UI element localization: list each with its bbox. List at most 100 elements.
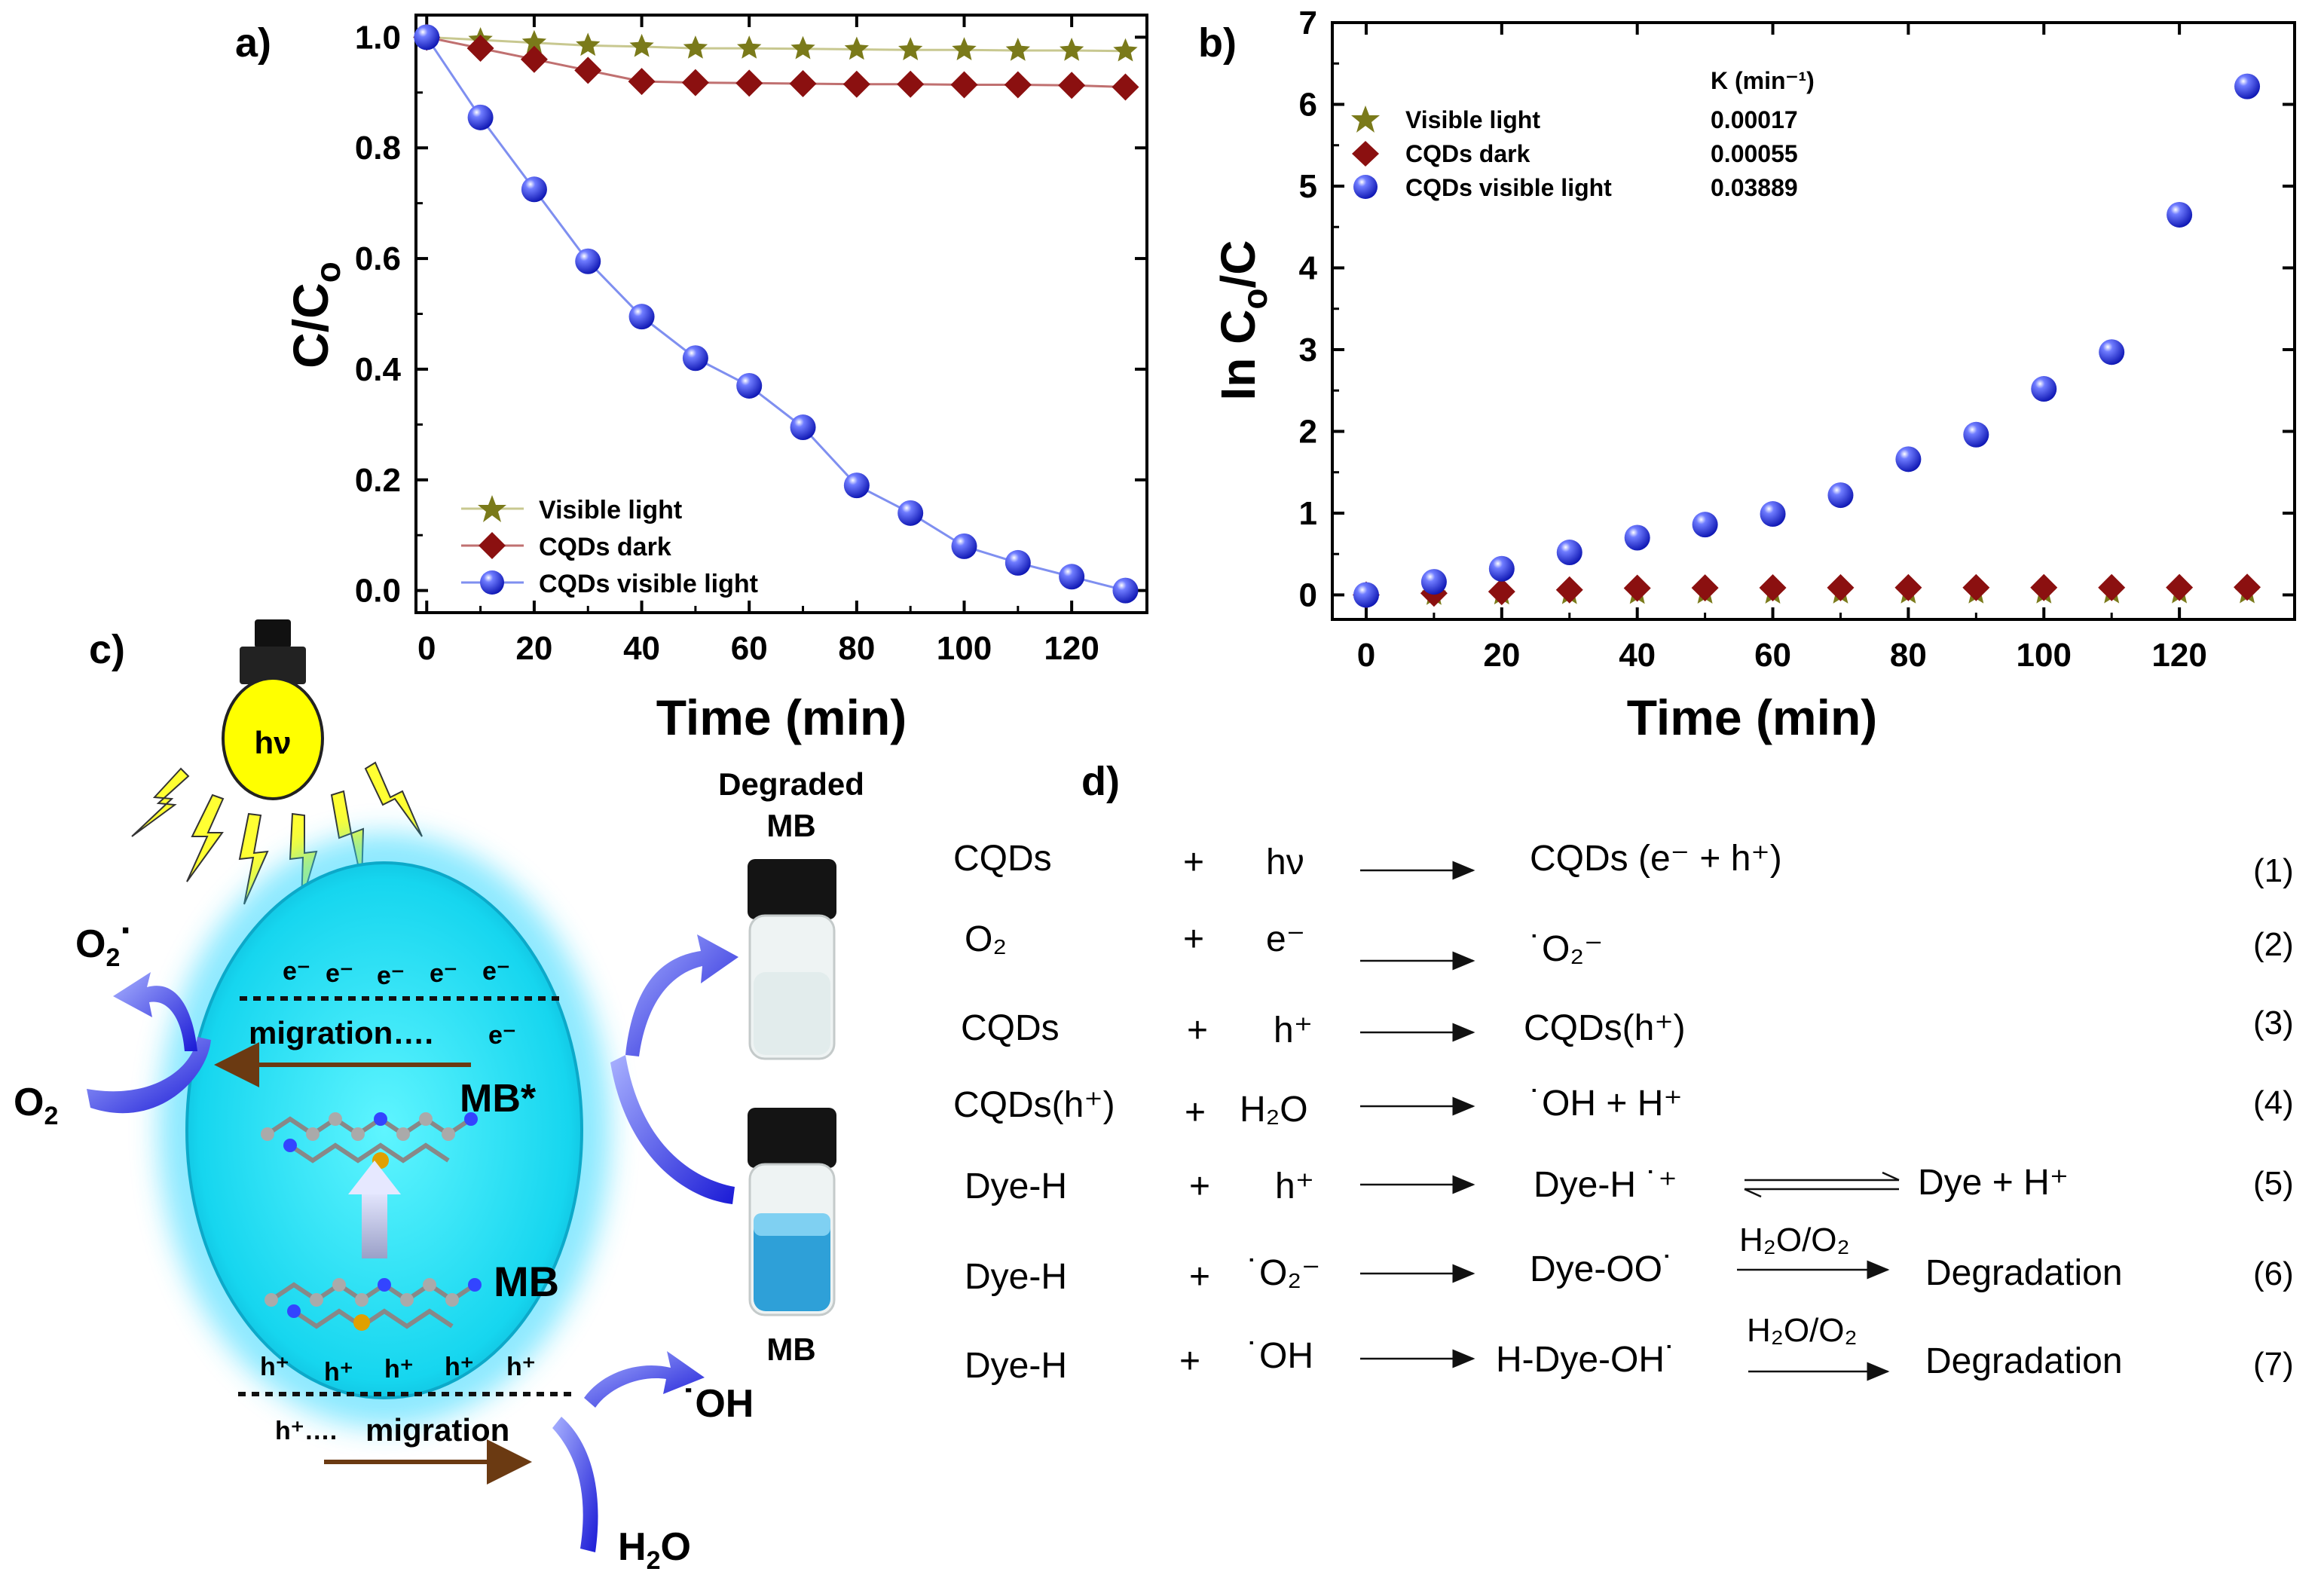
h2o-in-arrow <box>552 1417 598 1552</box>
cqd-particle <box>185 861 583 1399</box>
plot-b-legend: K (min⁻¹) Visible light 0.00017 CQDs dar… <box>1351 67 1815 201</box>
migration-bottom-text: migration <box>365 1412 509 1448</box>
data-point <box>1692 512 1718 538</box>
data-point <box>1623 574 1651 602</box>
data-point <box>897 70 925 98</box>
data-point <box>737 35 762 59</box>
data-point <box>950 71 978 99</box>
o2-radical-dot: · <box>120 909 133 953</box>
legend-b-header: K (min⁻¹) <box>1711 67 1815 94</box>
o2-radical-out-arrow <box>113 972 197 1051</box>
legend-b-k3: 0.03889 <box>1711 174 1798 201</box>
degraded-label: Degraded <box>718 766 864 802</box>
hole-2: h⁺ <box>324 1358 353 1387</box>
legend-b-k1: 0.00017 <box>1711 106 1798 133</box>
eq3-product: CQDs(h⁺) <box>1524 1008 1686 1048</box>
x-tick-label: 80 <box>1890 637 1927 674</box>
mb-to-particle-arrow <box>610 1055 735 1204</box>
y-tick-label: 3 <box>1299 332 1317 368</box>
eq7-reagent: ˙OH <box>1247 1336 1313 1376</box>
plot-b-ylabel: In Co/C <box>1211 240 1274 401</box>
y-tick-label: 1.0 <box>355 19 401 56</box>
data-point <box>574 57 602 84</box>
data-point <box>628 68 656 96</box>
data-point <box>1962 573 1990 601</box>
x-tick-label: 120 <box>1044 630 1099 667</box>
vial-mb-label: MB <box>766 1332 815 1367</box>
plot-b-xlabel: Time (min) <box>1627 690 1877 745</box>
data-point <box>1488 578 1515 606</box>
hole-3: h⁺ <box>384 1355 414 1384</box>
eq2-reactant: O₂ <box>965 919 1007 959</box>
eq6-condition: H₂O/O₂ <box>1739 1222 1850 1258</box>
panel-b-label: b) <box>1198 20 1237 66</box>
data-point <box>1060 38 1084 61</box>
eq5-plus: + <box>1189 1167 1210 1206</box>
series-cqds-dark <box>413 23 1139 101</box>
light-bulb-icon: hν <box>222 619 324 800</box>
x-tick-label: 80 <box>838 630 875 667</box>
data-point <box>1112 73 1139 101</box>
electron-1: e⁻ <box>283 957 310 986</box>
x-tick-label: 60 <box>1754 637 1791 674</box>
eq7-reactant: Dye-H <box>965 1346 1067 1386</box>
data-point <box>683 35 708 59</box>
data-point <box>898 37 923 60</box>
x-tick-label: 60 <box>731 630 768 667</box>
h2o-sub: 2 <box>647 1546 661 1575</box>
data-point <box>414 24 440 50</box>
eq5-product: Dye-H ˙⁺ <box>1534 1165 1677 1205</box>
eq2-plus: + <box>1183 919 1204 959</box>
data-point <box>790 414 816 441</box>
legend-a-dark: CQDs dark <box>539 533 671 561</box>
data-point <box>681 69 709 96</box>
migration-bottom-hole: h⁺…. <box>275 1417 337 1445</box>
data-point <box>1759 574 1787 602</box>
x-tick-label: 40 <box>1619 637 1656 674</box>
eq7-plus: + <box>1179 1341 1200 1381</box>
panel-c-label: c) <box>89 627 125 672</box>
svg-text:C/Co: C/Co <box>283 261 347 368</box>
y-tick-label: 7 <box>1299 5 1317 41</box>
data-point <box>1004 71 1032 99</box>
data-point <box>1555 576 1583 604</box>
plot-a-legend: Visible light CQDs dark CQDs visible lig… <box>461 495 758 598</box>
eq1-plus: + <box>1183 842 1204 882</box>
legend-a-visible: Visible light <box>539 496 682 524</box>
data-point <box>789 70 817 98</box>
o2-sub: 2 <box>44 1102 58 1130</box>
h2o-h: H <box>618 1525 647 1569</box>
legend-a-star <box>478 495 506 522</box>
x-tick-label: 100 <box>2017 637 2072 674</box>
electron-3: e⁻ <box>377 962 405 990</box>
data-point <box>521 176 547 203</box>
data-point <box>1691 574 1719 602</box>
eq4-plus: + <box>1185 1093 1206 1133</box>
y-tick-label: 0.2 <box>355 462 401 499</box>
eq6-product: Dye-OO˙ <box>1530 1249 1674 1289</box>
data-point <box>897 500 924 526</box>
legend-b-diamond <box>1352 141 1379 167</box>
series-visible-light <box>414 24 1138 62</box>
plot-a-ticks: 0 20 40 60 80 100 120 0.0 0.2 0.4 0.6 0.8 1.0 <box>355 15 1147 667</box>
mb-star-molecule-icon <box>261 1112 478 1169</box>
y-tick-label: 6 <box>1299 86 1317 123</box>
data-point <box>736 372 763 399</box>
eq7-number: (7) <box>2253 1346 2294 1383</box>
eq5-equilibrium-arrow <box>1744 1171 1900 1198</box>
data-point <box>1112 577 1139 604</box>
data-point <box>843 472 870 499</box>
excitation-arrow-icon <box>348 1160 401 1194</box>
plot-b-series <box>1352 73 2261 609</box>
data-point <box>952 37 977 60</box>
data-point <box>628 304 655 330</box>
y-tick-label: 0.0 <box>355 573 401 610</box>
x-tick-label: 0 <box>417 630 436 667</box>
legend-b-cqd-light: CQDs visible light <box>1405 174 1612 201</box>
eq2-number: (2) <box>2253 926 2294 963</box>
eq2-product: ˙O₂⁻ <box>1530 929 1603 969</box>
eq6-reagent: ˙O₂⁻ <box>1247 1253 1320 1293</box>
eq5-reactant: Dye-H <box>965 1167 1067 1206</box>
panel-c: c) hν e⁻ e⁻ e⁻ e⁻ e⁻ migratio <box>14 619 864 1575</box>
